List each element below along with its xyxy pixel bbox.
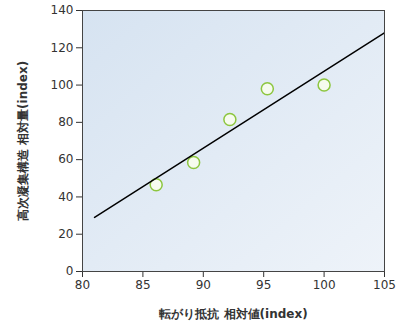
- svg-text:85: 85: [135, 278, 150, 292]
- svg-text:80: 80: [75, 278, 90, 292]
- svg-text:0: 0: [66, 264, 74, 278]
- svg-text:95: 95: [256, 278, 271, 292]
- svg-text:105: 105: [373, 278, 396, 292]
- svg-text:60: 60: [58, 152, 73, 166]
- svg-text:40: 40: [58, 190, 73, 204]
- svg-text:90: 90: [196, 278, 211, 292]
- svg-text:100: 100: [51, 78, 74, 92]
- svg-text:140: 140: [51, 3, 74, 17]
- svg-text:100: 100: [313, 278, 336, 292]
- svg-text:高次凝集構造 相対量(index): 高次凝集構造 相対量(index): [16, 61, 30, 221]
- svg-text:転がり抵抗 相対値(index): 転がり抵抗 相対値(index): [159, 307, 307, 321]
- svg-text:120: 120: [51, 41, 74, 55]
- svg-text:20: 20: [58, 227, 73, 241]
- svg-text:80: 80: [58, 115, 73, 129]
